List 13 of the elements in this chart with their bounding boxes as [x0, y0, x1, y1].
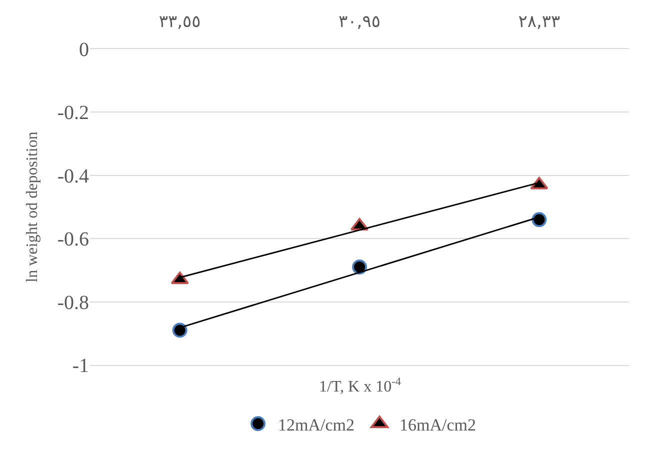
y-tick-label: 0 [79, 39, 89, 61]
x-tick-label: ٣٣,٥٥ [158, 12, 201, 32]
y-axis-title: ln weight od deposition [24, 132, 42, 282]
legend-label: 12mA/cm2 [278, 415, 354, 434]
legend-label: 16mA/cm2 [400, 415, 476, 434]
x-tick-label: ٣٠,٩٥ [338, 12, 380, 32]
y-tick-label: -0.2 [57, 102, 89, 124]
y-tick-label: -0.8 [57, 292, 89, 314]
y-tick-label: -1 [72, 355, 89, 377]
y-tick-label: -0.4 [57, 165, 89, 188]
x-tick-label: ٢٨,٣٣ [518, 12, 560, 32]
x-axis-title: 1/T, K x 10$^{-4}$ [319, 376, 402, 396]
y-tick-label: -0.6 [57, 228, 89, 251]
